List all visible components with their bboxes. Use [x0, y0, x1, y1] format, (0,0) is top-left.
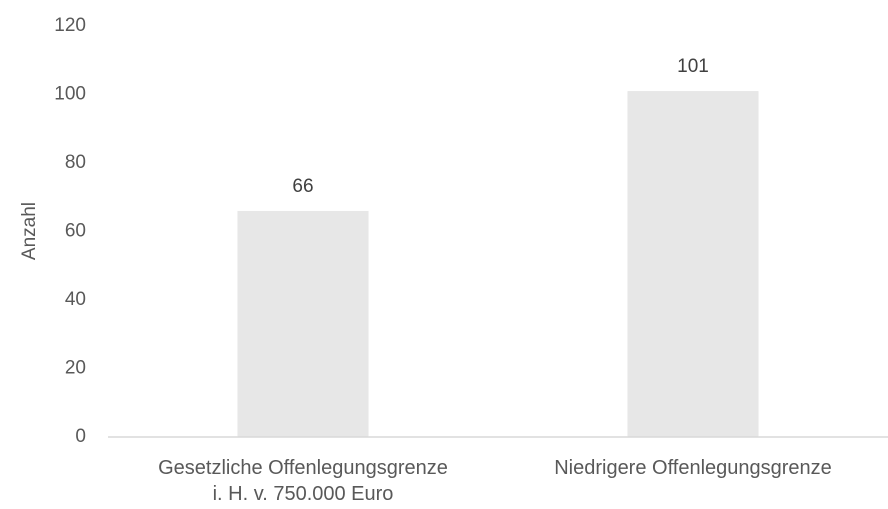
y-tick-label: 100	[54, 84, 86, 105]
bar	[237, 210, 369, 437]
y-tick-label: 60	[65, 221, 86, 242]
x-tick-label: Gesetzliche Offenlegungsgrenze i. H. v. …	[158, 457, 448, 505]
y-tick-label: 20	[65, 358, 86, 379]
x-tick-label: Niedrigere Offenlegungsgrenze	[554, 457, 832, 479]
bar	[627, 91, 759, 437]
y-tick-label: 40	[65, 289, 86, 310]
y-tick-label: 0	[75, 426, 86, 447]
data-label: 101	[677, 56, 709, 77]
y-tick-label: 80	[65, 152, 86, 173]
y-axis-label: Anzahl	[19, 202, 40, 260]
y-tick-label: 120	[54, 15, 86, 36]
data-label: 66	[292, 176, 313, 197]
